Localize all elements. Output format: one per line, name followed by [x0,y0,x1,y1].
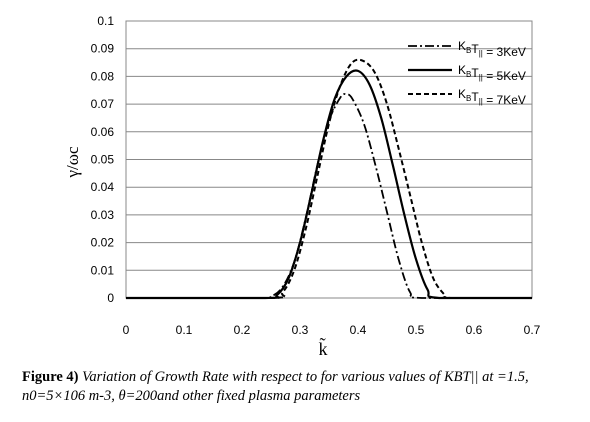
legend-label-2: KBT|| = 5KeV [458,63,526,83]
x-tick-labels: 0 0.1 0.2 0.3 0.4 0.5 0.6 0.7 [123,323,541,337]
x-tick-label: 0.4 [350,323,367,337]
x-axis-label: k̃ [319,337,328,359]
x-tick-label: 0.3 [292,323,309,337]
y-axis-label: γ/ωc [63,146,82,178]
legend-label-3: KBT|| = 7KeV [458,87,526,107]
x-tick-label: 0.2 [234,323,251,337]
series-layer [125,58,532,300]
series-line-2 [125,69,532,300]
y-tick-label: 0.02 [91,236,115,250]
plot-area [125,20,533,299]
x-tick-label: 0.6 [466,323,483,337]
y-tick-label: 0.01 [91,263,115,277]
x-tick-label: 0.7 [524,323,541,337]
y-tick-label: 0.1 [97,14,114,28]
caption-text: Variation of Growth Rate with respect to… [22,369,529,404]
y-tick-label: 0.08 [91,69,115,83]
legend: KBT|| = 3KeV KBT|| = 5KeV KBT|| = 7KeV [408,39,526,107]
y-tick-label: 0.03 [91,208,115,222]
legend-label-1: KBT|| = 3KeV [458,39,526,59]
series-line-3 [125,58,532,300]
y-tick-label: 0.06 [91,125,115,139]
growth-rate-chart: 0 0.01 0.02 0.03 0.04 0.05 0.06 0.07 0.08 0.09 0.1… [63,14,541,359]
x-tick-label: 0.1 [176,323,193,337]
y-tick-label: 0.04 [91,180,115,194]
x-tick-label: 0.5 [408,323,425,337]
grid-lines [126,20,532,271]
caption-lead: Figure 4) [22,369,79,385]
y-tick-label: 0.07 [91,97,115,111]
y-tick-label: 0.05 [91,153,115,167]
y-tick-labels: 0 0.01 0.02 0.03 0.04 0.05 0.06 0.07 0.08 0.09 0.1 [91,14,115,305]
y-tick-label: 0.09 [91,42,115,56]
y-tick-label: 0 [107,291,114,305]
figure-caption: Figure 4) Variation of Growth Rate with … [22,368,582,406]
series-line-1 [125,93,532,299]
x-tick-label: 0 [123,323,130,337]
